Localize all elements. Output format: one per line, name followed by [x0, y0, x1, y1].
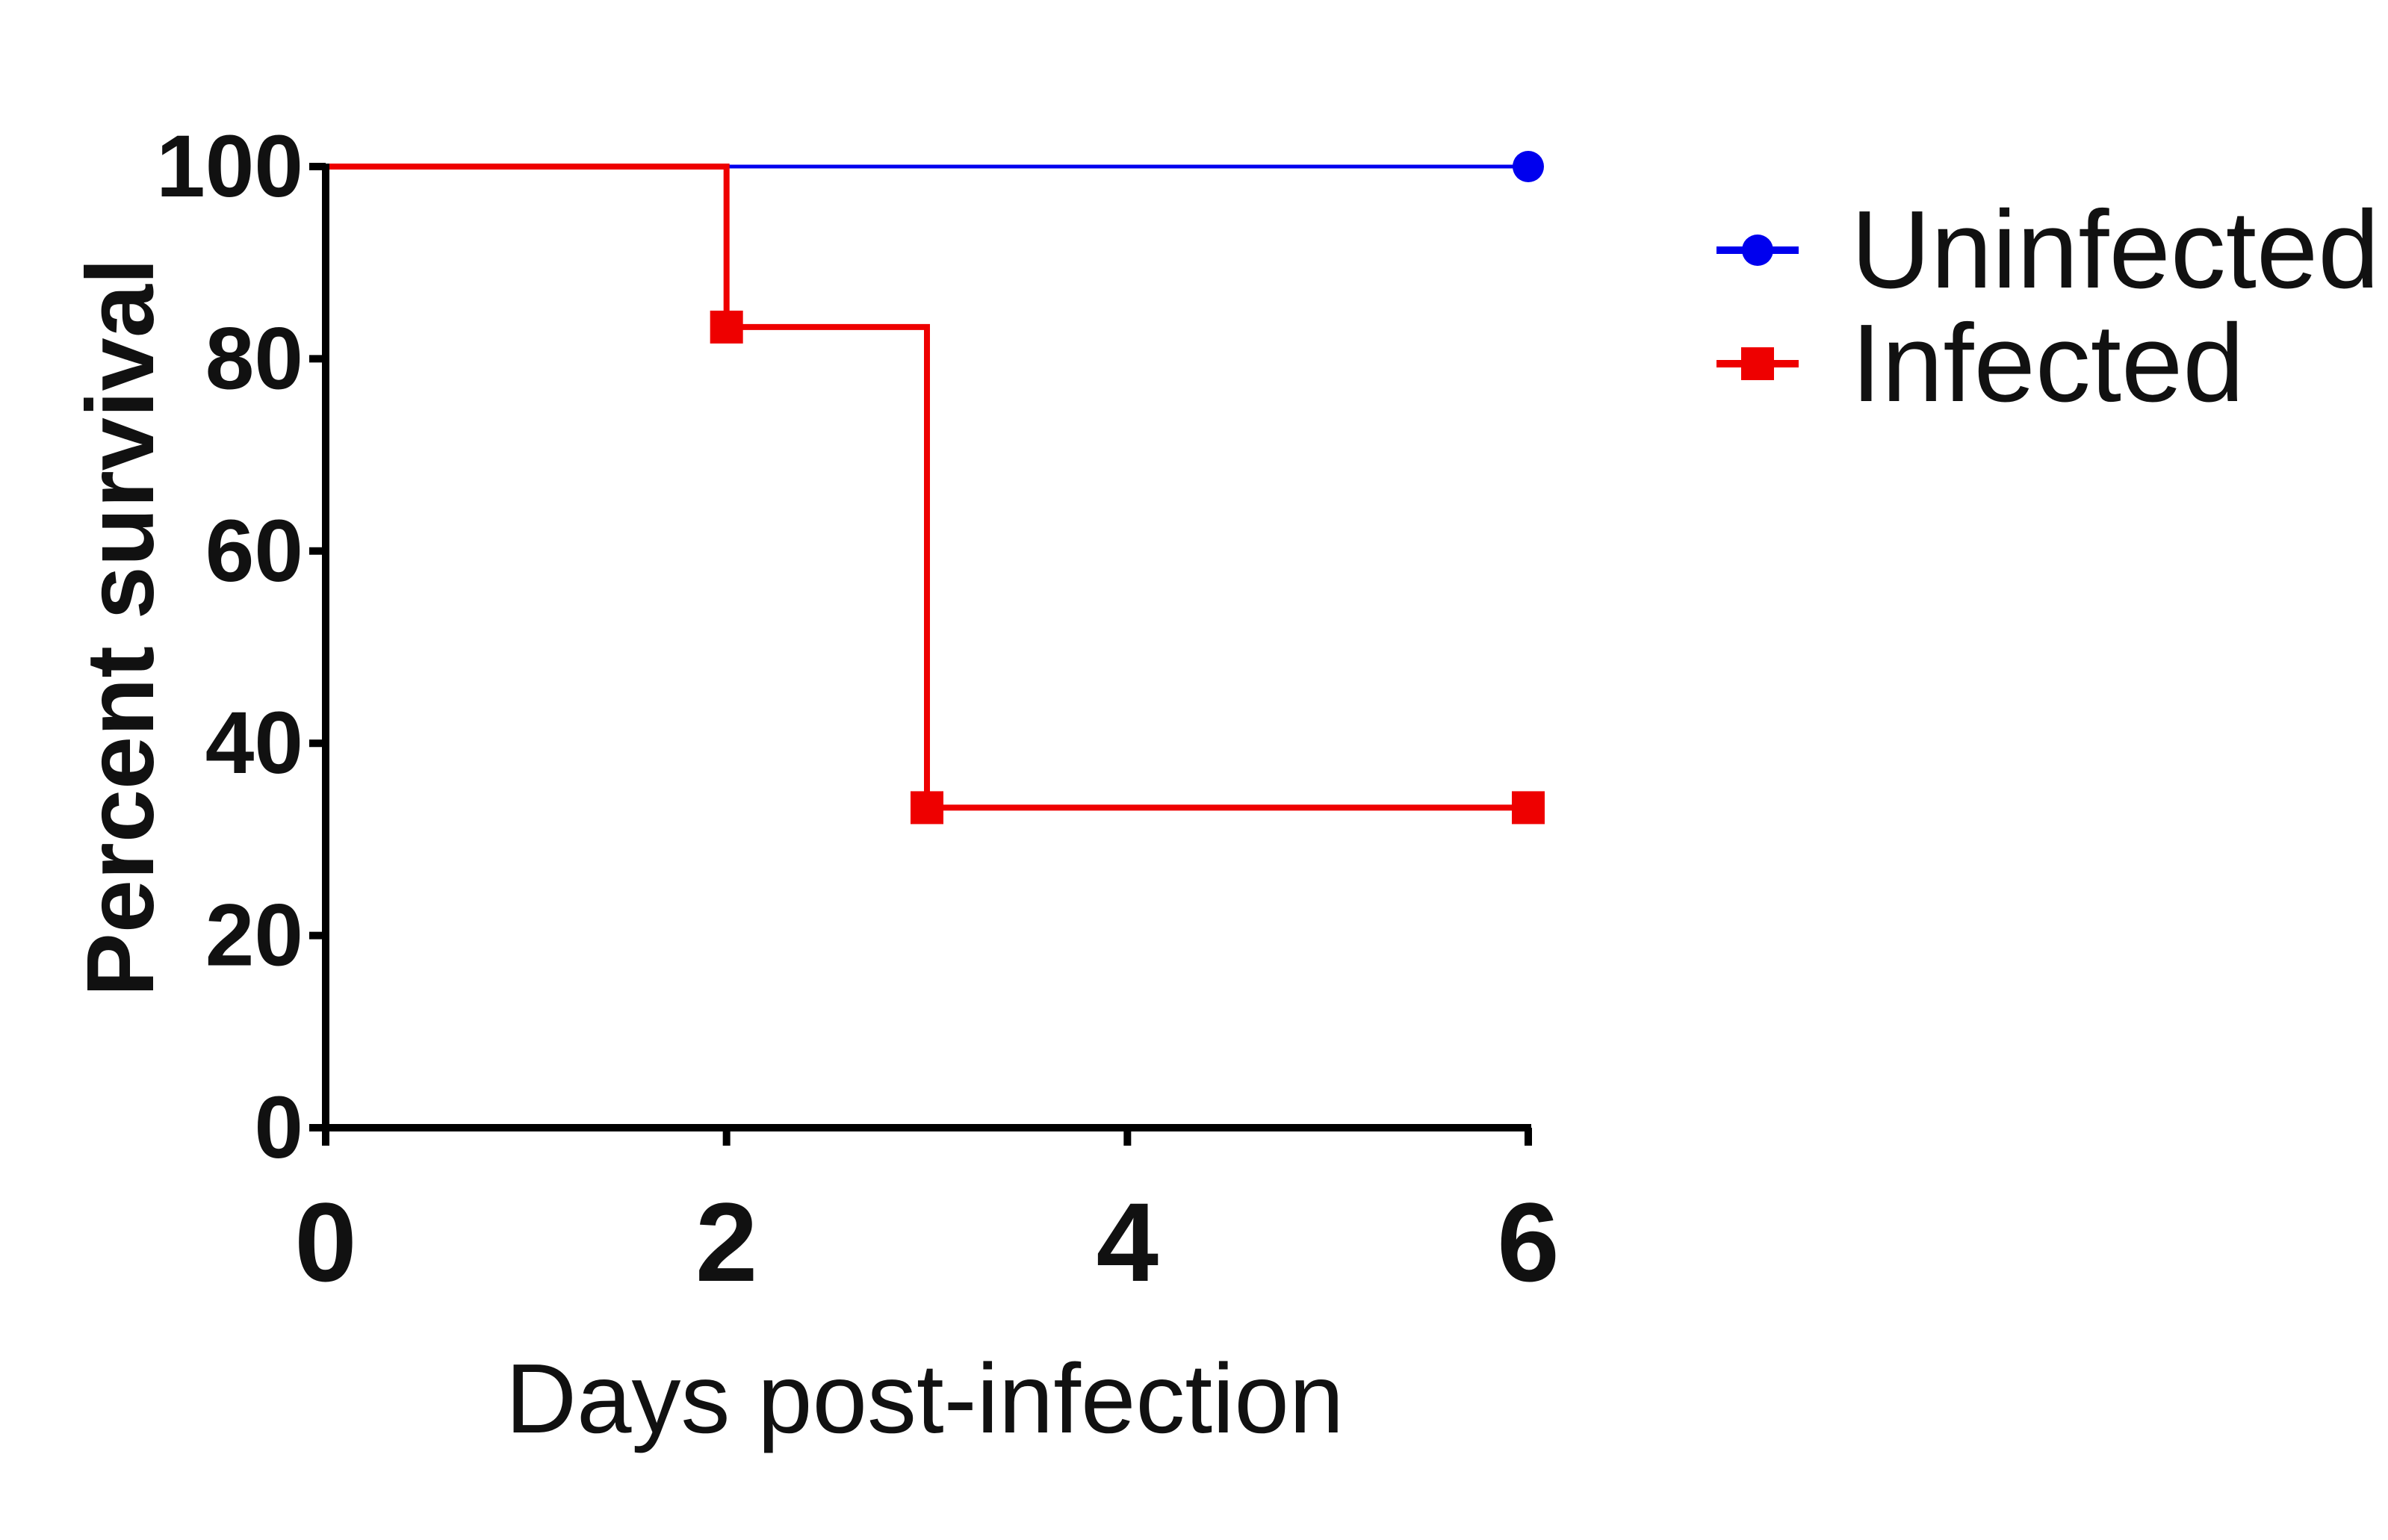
ticks-layer: 0 20 40 60 80 100 0 2 4 6 [156, 117, 1560, 1305]
y-tick-label: 100 [156, 117, 303, 216]
y-tick-label: 20 [205, 887, 303, 985]
series-line-infected [326, 164, 1528, 811]
legend-marker-square [1741, 347, 1774, 380]
data-point-infected [911, 791, 943, 825]
y-tick-label: 60 [205, 502, 303, 600]
x-tick-label: 2 [695, 1179, 757, 1305]
legend-marker-circle [1742, 235, 1773, 266]
x-tick-label: 4 [1097, 1179, 1159, 1305]
legend-label: Infected [1851, 302, 2245, 425]
y-tick-label: 0 [254, 1078, 303, 1177]
axes-layer [322, 164, 1531, 1131]
x-axis-title: Days post-infection [506, 1344, 1345, 1453]
data-point-uninfected [1513, 151, 1544, 182]
legend-label: Uninfected [1851, 188, 2380, 311]
y-axis-title: Percent survival [67, 258, 174, 997]
data-point-infected [1512, 791, 1545, 825]
x-tick-label: 0 [294, 1179, 356, 1305]
markers-layer [710, 151, 1545, 825]
legend-item-uninfected: Uninfected [1716, 188, 2380, 311]
legend-item-infected: Infected [1716, 302, 2245, 425]
y-tick-label: 80 [205, 309, 303, 408]
y-tick-label: 40 [205, 694, 303, 792]
data-point-infected [710, 310, 743, 344]
x-tick-label: 6 [1497, 1179, 1559, 1305]
series-layer [326, 164, 1528, 811]
